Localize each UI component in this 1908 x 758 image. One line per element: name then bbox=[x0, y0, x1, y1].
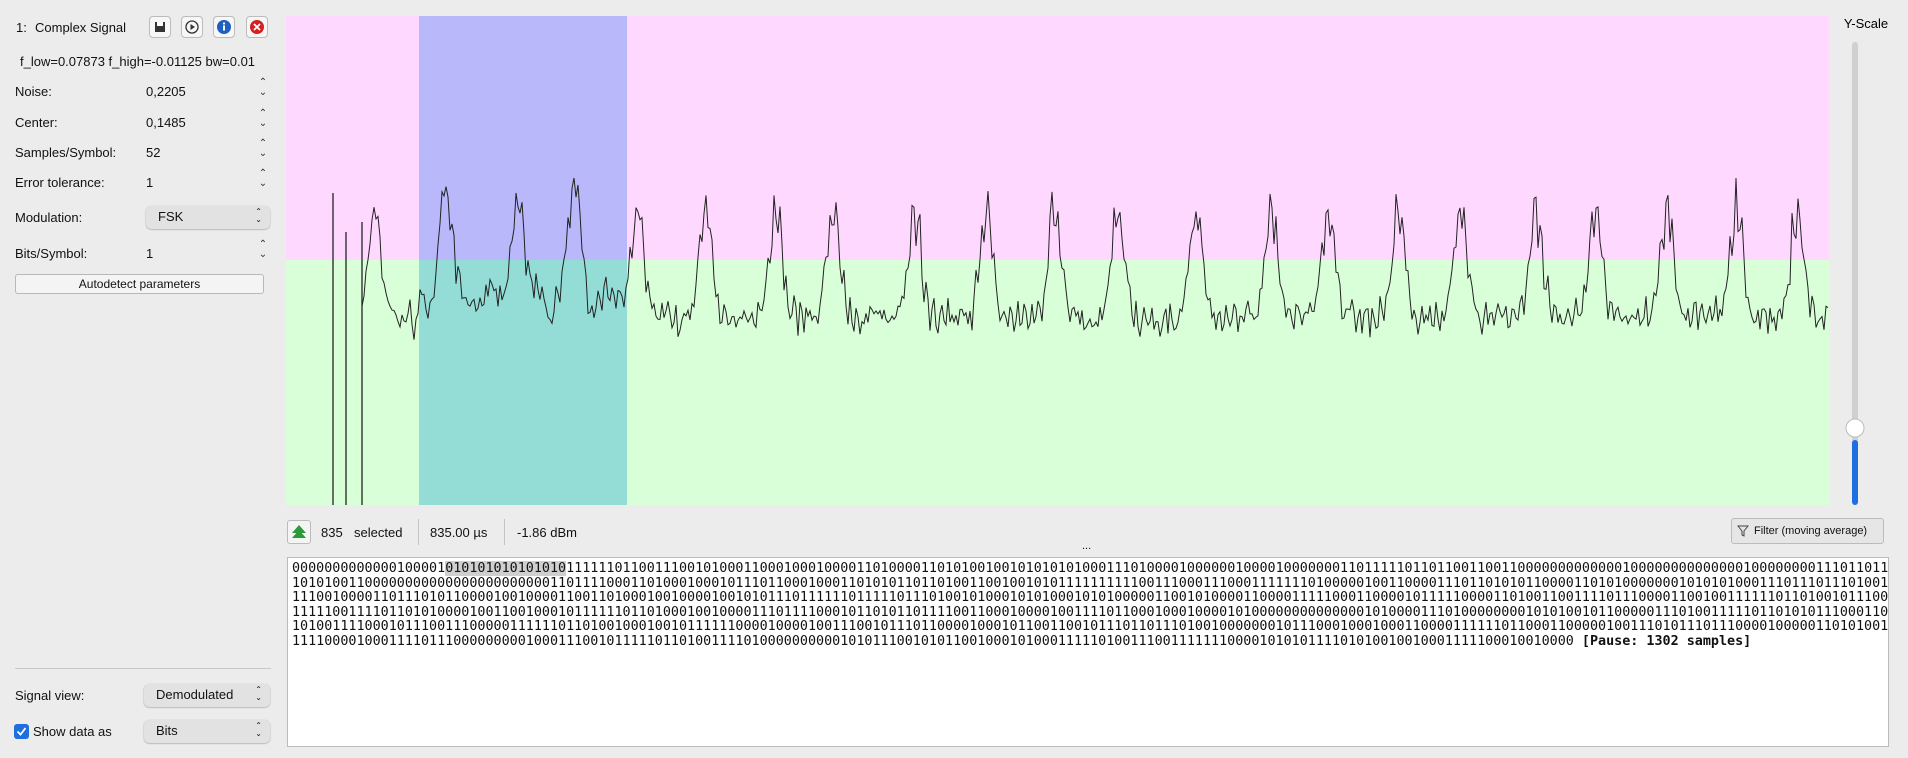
check-icon bbox=[16, 727, 27, 736]
selection-lower bbox=[419, 260, 627, 505]
arrow-icon bbox=[292, 525, 306, 538]
close-icon bbox=[250, 20, 264, 34]
close-button[interactable] bbox=[246, 16, 268, 38]
bits-text: 0000000000000100001 bbox=[292, 561, 446, 576]
bits-line: 0000000000000100001010101010101010111111… bbox=[292, 561, 1888, 577]
bits-per-symbol-value[interactable]: 1 bbox=[146, 246, 154, 261]
y-scale-slider-fill bbox=[1852, 440, 1858, 505]
bits-view[interactable]: 0000000000000100001010101010101010111111… bbox=[287, 557, 1889, 747]
signal-view-label: Signal view: bbox=[15, 688, 85, 703]
selected-count[interactable]: 835 bbox=[321, 525, 343, 540]
bits-text: 1111110110011100101000110001000100001101… bbox=[566, 561, 1889, 576]
filter-icon bbox=[1737, 525, 1749, 537]
selection-power: -1.86 dBm bbox=[517, 525, 577, 540]
modulation-combo[interactable]: FSK bbox=[146, 206, 270, 229]
signal-index: 1: bbox=[16, 20, 27, 35]
info-button[interactable] bbox=[213, 16, 235, 38]
signal-plot: Y-Scale bbox=[286, 16, 1888, 505]
bits-text: 1010100110000000000000000000000011011110… bbox=[292, 575, 1889, 591]
bits-line: 1010100110000000000000000000000011011110… bbox=[292, 576, 1888, 592]
spin-arrows[interactable]: ⌃ ⌄ bbox=[258, 168, 268, 189]
bits-line: 1111100111101101010000100110010001011111… bbox=[292, 605, 1888, 621]
signal-title[interactable]: Complex Signal bbox=[35, 20, 127, 35]
filter-button[interactable]: Filter (moving average) bbox=[1731, 518, 1884, 544]
save-icon bbox=[155, 22, 165, 32]
spin-arrows[interactable]: ⌃ ⌄ bbox=[258, 108, 268, 129]
param-label: Center: bbox=[15, 115, 58, 130]
signal-waveform bbox=[361, 177, 1829, 340]
bits-line: 1111000010001111011100000000010001110010… bbox=[292, 633, 1884, 650]
replay-button[interactable] bbox=[181, 16, 203, 38]
spin-arrows[interactable]: ⌃ ⌄ bbox=[258, 138, 268, 159]
param-label: Samples/Symbol: bbox=[15, 145, 117, 160]
y-scale-slider-track bbox=[1852, 42, 1858, 505]
bits-text: 1110010000110111010110000100100001100110… bbox=[292, 590, 1889, 606]
bits-text: 1010011110001011100111000001111110110100… bbox=[292, 619, 1889, 635]
splitter-handle[interactable]: ... bbox=[1082, 540, 1092, 552]
bits-line: 1010011110001011100111000001111110110100… bbox=[292, 620, 1888, 635]
bits-selected: 010101010101010 bbox=[445, 561, 567, 576]
bits-text: 1111100111101101010000100110010001011111… bbox=[292, 604, 1889, 620]
filter-info: f_low=0.07873 f_high=-0.01125 bw=0.01 bbox=[20, 54, 256, 69]
bits-text: 1111000010001111011100000000010001110010… bbox=[292, 633, 1574, 649]
modulation-label: Modulation: bbox=[15, 210, 83, 225]
spin-arrows[interactable]: ⌃ ⌄ bbox=[258, 239, 268, 260]
zoom-selection-button[interactable] bbox=[287, 520, 311, 544]
signal-view-combo[interactable]: Demodulated bbox=[144, 684, 270, 707]
show-data-combo[interactable]: Bits bbox=[144, 720, 270, 743]
show-data-label: Show data as bbox=[33, 724, 112, 739]
modulation-value: FSK bbox=[158, 209, 184, 224]
separator bbox=[504, 519, 505, 545]
signal-start-lines bbox=[332, 193, 363, 505]
bits-per-symbol-label: Bits/Symbol: bbox=[15, 246, 88, 261]
param-label: Error tolerance: bbox=[15, 175, 105, 190]
pause-label: [Pause: 1302 samples] bbox=[1581, 633, 1752, 649]
show-data-value: Bits bbox=[156, 723, 178, 738]
info-icon bbox=[217, 20, 231, 34]
selection-duration: 835.00 µs bbox=[430, 525, 488, 540]
param-label: Noise: bbox=[15, 84, 52, 99]
param-value[interactable]: 1 bbox=[146, 175, 154, 190]
param-value[interactable]: 52 bbox=[146, 145, 161, 160]
param-value[interactable]: 0,2205 bbox=[146, 84, 186, 99]
spin-arrows[interactable]: ⌃ ⌄ bbox=[258, 77, 268, 98]
save-button[interactable] bbox=[149, 16, 171, 38]
y-scale-label: Y-Scale bbox=[1844, 16, 1888, 31]
separator bbox=[418, 519, 419, 545]
signal-view-value: Demodulated bbox=[156, 687, 234, 702]
y-scale-slider-handle[interactable] bbox=[1845, 418, 1865, 438]
play-icon bbox=[185, 20, 199, 34]
selected-label: selected bbox=[354, 525, 403, 540]
filter-button-label: Filter (moving average) bbox=[1754, 525, 1868, 537]
show-data-checkbox[interactable] bbox=[14, 724, 29, 739]
separator bbox=[15, 668, 271, 669]
bits-line: 1110010000110111010110000100100001100110… bbox=[292, 590, 1888, 606]
autodetect-button[interactable]: Autodetect parameters bbox=[15, 274, 264, 294]
param-value[interactable]: 0,1485 bbox=[146, 115, 186, 130]
